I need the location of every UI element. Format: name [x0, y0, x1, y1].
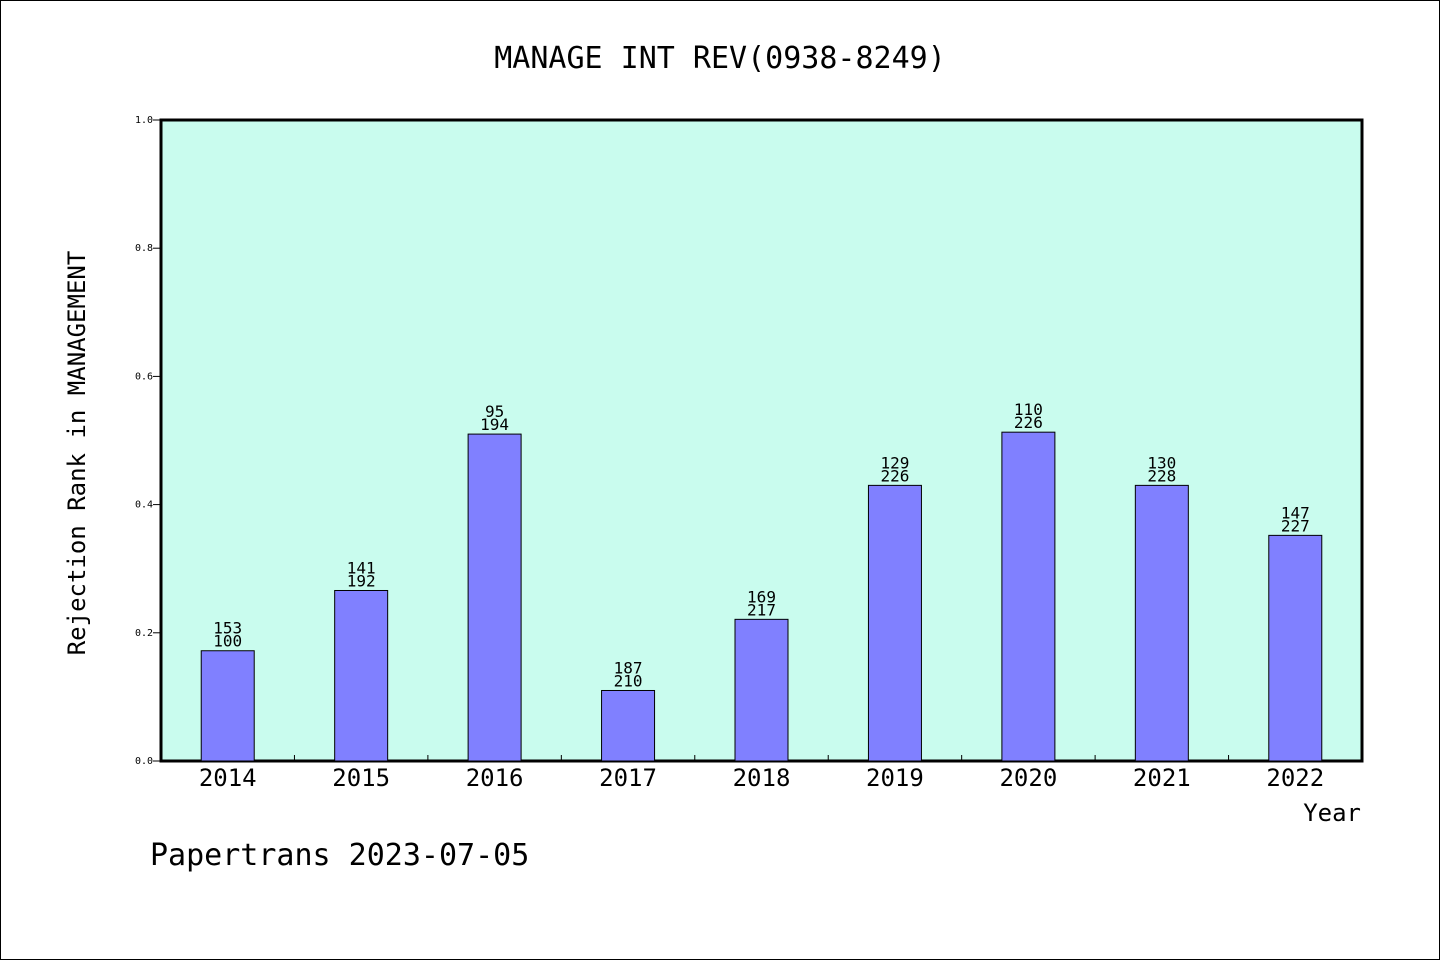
x-tick-label: 2015: [332, 764, 390, 792]
bars-group: 1531001411929519418721016921712922611022…: [200, 400, 1323, 762]
y-tick-label: 0.0: [135, 756, 153, 767]
bar-label-top: 147: [1281, 503, 1310, 522]
bar-2018: [734, 618, 789, 762]
bar-label-top: 141: [347, 558, 376, 577]
y-tick-label: 1.0: [135, 115, 153, 126]
bar-label-top: 129: [880, 453, 909, 472]
x-axis: 2014 2015 2016 2017 2018 2019 2020 2021 2022: [199, 755, 1324, 792]
bar-2022: [1268, 534, 1323, 762]
bar-label-bottom: 100: [213, 632, 242, 651]
bar-label-bottom: 217: [747, 600, 776, 619]
bar-label-top: 95: [485, 402, 504, 421]
x-tick-label: 2017: [599, 764, 657, 792]
x-tick-label: 2021: [1133, 764, 1191, 792]
bar-label-bottom: 226: [880, 466, 909, 485]
bar-label-bottom: 192: [347, 571, 376, 590]
y-tick-label: 0.2: [135, 628, 153, 639]
y-axis: 0.0 0.2 0.4 0.6 0.8 1.0: [135, 115, 161, 767]
x-tick-label: 2019: [866, 764, 924, 792]
bar-label-top: 187: [614, 658, 643, 677]
chart-title: MANAGE INT REV(0938-8249): [494, 41, 946, 76]
bar-2015: [334, 589, 389, 762]
x-tick-label: 2016: [466, 764, 524, 792]
x-tick-label: 2014: [199, 764, 257, 792]
bar-2014: [200, 650, 255, 762]
bar-label-bottom: 227: [1281, 516, 1310, 535]
x-tick-label: 2022: [1266, 764, 1324, 792]
bar-label-top: 153: [213, 619, 242, 638]
bar-2017: [601, 689, 656, 762]
bar-2021: [1134, 484, 1189, 762]
y-tick-label: 0.6: [135, 371, 153, 382]
y-axis-label: Rejection Rank in MANAGEMENT: [63, 251, 91, 656]
bar-2016: [467, 433, 522, 762]
x-tick-label: 2020: [999, 764, 1057, 792]
x-tick-label: 2018: [733, 764, 791, 792]
bar-label-bottom: 228: [1147, 466, 1176, 485]
footer-credit: Papertrans 2023-07-05: [150, 838, 529, 873]
bar-label-bottom: 210: [614, 671, 643, 690]
y-tick-label: 0.4: [135, 500, 153, 511]
bar-label-bottom: 226: [1014, 413, 1043, 432]
bar-label-top: 110: [1014, 400, 1043, 419]
y-tick-label: 0.8: [135, 243, 153, 254]
bar-2019: [867, 484, 922, 762]
x-axis-label: Year: [1303, 799, 1361, 827]
bar-2020: [1001, 431, 1056, 762]
bar-label-top: 169: [747, 587, 776, 606]
bar-label-bottom: 194: [480, 415, 509, 434]
bar-label-top: 130: [1147, 453, 1176, 472]
